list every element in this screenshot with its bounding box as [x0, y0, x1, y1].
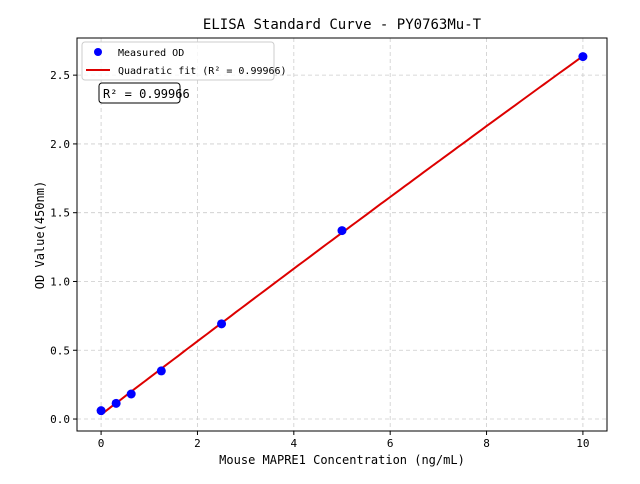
- y-ticks: 0.0 0.5 1.0 1.5 2.0 2.5: [50, 69, 77, 426]
- x-axis-label: Mouse MAPRE1 Concentration (ng/mL): [219, 453, 465, 467]
- points-group: [96, 52, 588, 416]
- data-point: [111, 398, 121, 408]
- chart-title: ELISA Standard Curve - PY0763Mu-T: [203, 17, 482, 33]
- x-tick-label: 0: [98, 437, 105, 450]
- r2-text: R² = 0.99966: [103, 87, 190, 101]
- legend-label-fit: Quadratic fit (R² = 0.99966): [118, 66, 287, 77]
- r2-box: [98, 82, 181, 104]
- x-tick-label: 10: [576, 437, 589, 450]
- x-tick-label: 2: [194, 437, 201, 450]
- data-point: [217, 319, 227, 329]
- data-point: [156, 366, 166, 376]
- y-tick-label: 0.5: [50, 344, 70, 357]
- y-tick-label: 2.0: [50, 138, 70, 151]
- legend-marker-measured: [94, 48, 102, 56]
- data-point: [578, 52, 588, 62]
- data-point: [96, 406, 106, 416]
- legend-box: [81, 41, 275, 81]
- fit-line-group: [100, 55, 584, 416]
- y-tick-label: 2.5: [50, 69, 70, 82]
- fit-line: [100, 55, 584, 416]
- y-axis-label: OD Value(450nm): [33, 181, 47, 289]
- x-tick-label: 4: [291, 437, 298, 450]
- y-tick-label: 1.5: [50, 207, 70, 220]
- x-ticks: 0 2 4 6 8 10: [98, 431, 590, 450]
- grid: [77, 38, 607, 431]
- legend: Measured OD Quadratic fit (R² = 0.99966): [81, 41, 287, 81]
- legend-label-measured: Measured OD: [118, 48, 184, 59]
- data-point: [126, 389, 136, 399]
- x-tick-label: 6: [387, 437, 394, 450]
- y-tick-label: 1.0: [50, 275, 70, 288]
- r2-annotation: R² = 0.99966: [98, 82, 190, 104]
- x-tick-label: 8: [483, 437, 490, 450]
- plot-frame: [76, 37, 608, 432]
- data-point: [337, 226, 347, 236]
- y-tick-label: 0.0: [50, 413, 70, 426]
